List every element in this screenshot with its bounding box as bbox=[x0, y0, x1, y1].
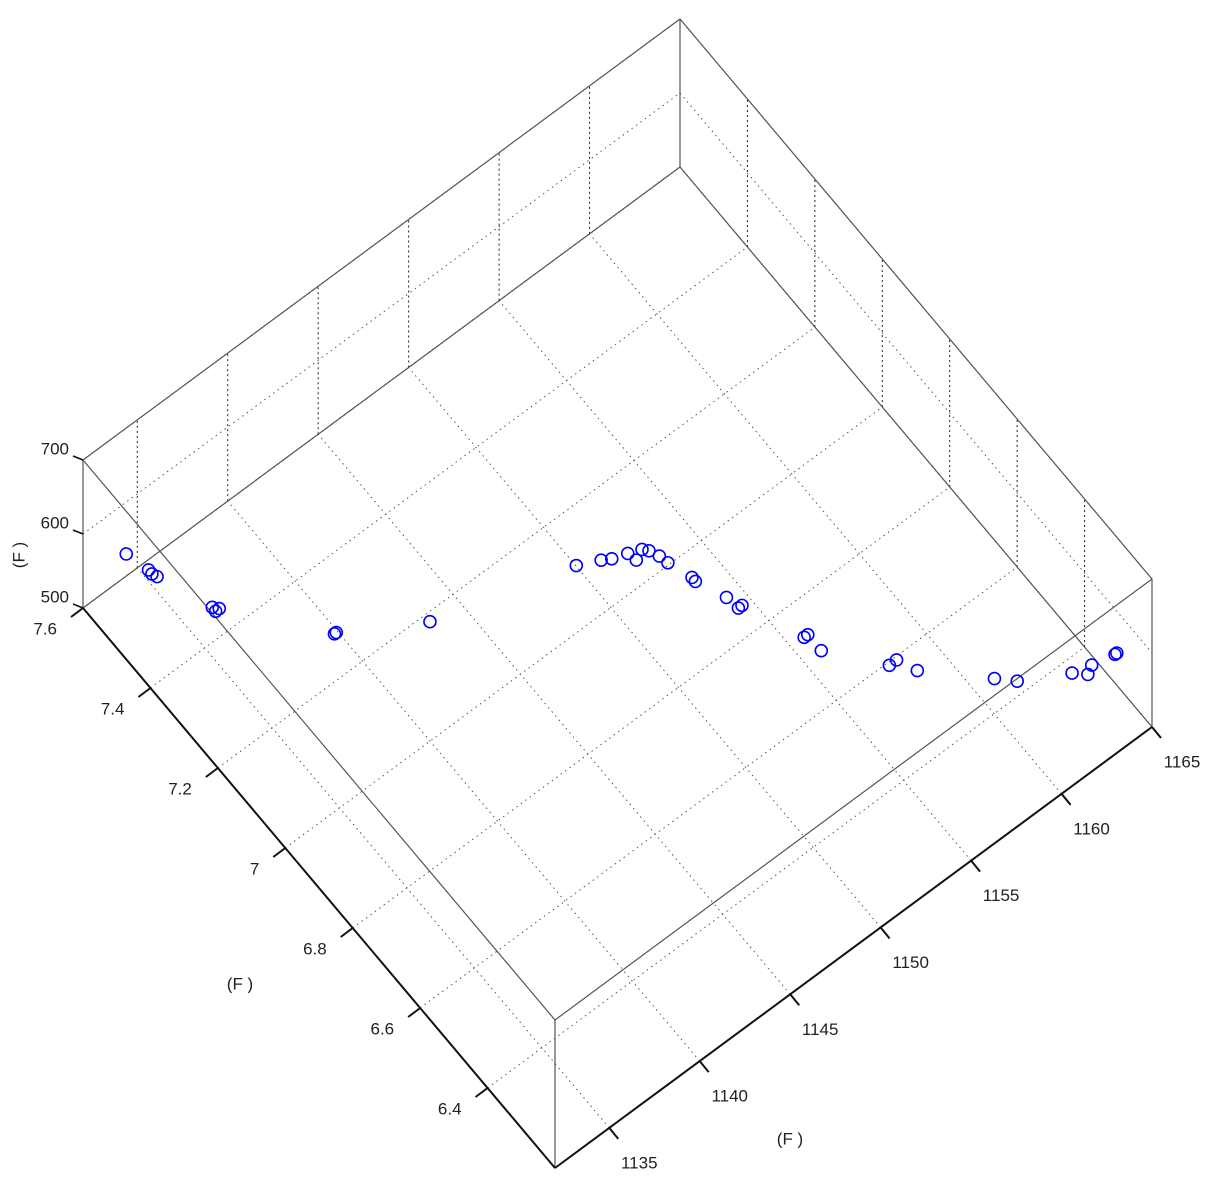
data-point bbox=[208, 604, 223, 619]
x-axis-line bbox=[554, 726, 1153, 1169]
data-point bbox=[604, 552, 619, 566]
grid-line bbox=[487, 646, 1085, 1089]
grid-line bbox=[352, 486, 951, 929]
grid-line bbox=[589, 233, 1062, 795]
data-point bbox=[652, 549, 667, 563]
y-tick-label: 6.8 bbox=[303, 939, 327, 958]
data-point bbox=[987, 671, 1002, 686]
x-tick-label: 1165 bbox=[1164, 752, 1201, 771]
grid-line bbox=[82, 92, 681, 535]
y-tick-label: 7.2 bbox=[168, 779, 192, 798]
z-tick bbox=[72, 529, 84, 535]
data-point bbox=[212, 601, 227, 616]
y-tick-label: 6.6 bbox=[371, 1019, 395, 1038]
data-point bbox=[661, 555, 675, 570]
x-tick-label: 1145 bbox=[802, 1020, 839, 1039]
z-tick bbox=[72, 603, 84, 609]
data-point bbox=[205, 600, 220, 615]
data-point bbox=[1010, 674, 1025, 688]
x-tick bbox=[970, 860, 981, 873]
data-point bbox=[423, 614, 437, 629]
z-tick bbox=[72, 455, 84, 461]
x-tick bbox=[608, 1127, 620, 1140]
data-point bbox=[635, 542, 649, 557]
data-point bbox=[797, 630, 811, 645]
box-edge bbox=[554, 578, 1153, 1021]
data-point bbox=[719, 590, 734, 605]
grid-line bbox=[150, 246, 748, 689]
box-edge bbox=[82, 459, 556, 1021]
data-point bbox=[688, 574, 703, 589]
x-tick-label: 1160 bbox=[1073, 819, 1110, 838]
y-tick bbox=[474, 1087, 489, 1098]
y-tick bbox=[407, 1007, 421, 1018]
y-tick bbox=[340, 927, 354, 938]
y-axis-label: (F ) bbox=[227, 974, 253, 993]
data-point bbox=[1108, 647, 1122, 662]
data-point bbox=[1110, 646, 1124, 660]
box-edge bbox=[679, 166, 1153, 728]
data-point bbox=[814, 643, 829, 658]
data-point bbox=[569, 558, 584, 573]
data-point bbox=[119, 547, 134, 561]
data-point bbox=[800, 627, 815, 642]
y-axis-line bbox=[82, 607, 556, 1169]
grid-line bbox=[498, 300, 972, 861]
data-point bbox=[594, 553, 608, 567]
data-point bbox=[141, 563, 156, 577]
z-axis-label: (F ) bbox=[9, 542, 28, 568]
data-point bbox=[889, 653, 904, 667]
x-tick bbox=[879, 926, 891, 940]
data-point bbox=[629, 553, 644, 567]
data-point bbox=[642, 543, 656, 558]
grid-line bbox=[136, 567, 610, 1129]
data-point bbox=[731, 601, 746, 615]
data-point bbox=[910, 663, 925, 678]
x-tick-label: 1140 bbox=[711, 1087, 748, 1106]
data-point bbox=[1081, 667, 1095, 682]
z-tick-label: 500 bbox=[41, 587, 69, 606]
z-tick-label: 600 bbox=[41, 513, 69, 532]
y-tick bbox=[70, 607, 84, 618]
y-tick-label: 6.4 bbox=[438, 1099, 462, 1118]
x-tick-label: 1135 bbox=[621, 1153, 658, 1172]
grid-line bbox=[408, 367, 882, 928]
data-point bbox=[1065, 666, 1079, 680]
y-tick-label: 7.6 bbox=[33, 619, 57, 638]
data-point bbox=[1084, 658, 1099, 672]
box-edge bbox=[82, 18, 681, 461]
y-tick-label: 7.4 bbox=[101, 699, 125, 718]
data-point bbox=[620, 546, 635, 561]
y-tick bbox=[205, 767, 219, 778]
grid-line bbox=[227, 500, 701, 1062]
data-point bbox=[735, 598, 749, 613]
y-tick bbox=[272, 847, 286, 858]
box-edge bbox=[82, 166, 681, 609]
x-axis-label: (F ) bbox=[777, 1129, 803, 1148]
grid-line bbox=[317, 433, 791, 995]
y-tick bbox=[137, 687, 152, 698]
z-tick-label: 700 bbox=[41, 439, 69, 458]
box-edge bbox=[679, 18, 1153, 580]
data-point bbox=[329, 625, 344, 640]
data-point bbox=[685, 570, 699, 585]
grid-line bbox=[419, 566, 1018, 1009]
x-tick bbox=[698, 1060, 710, 1073]
data-point bbox=[150, 569, 164, 584]
x-tick-label: 1155 bbox=[983, 886, 1020, 905]
grid-line bbox=[217, 326, 816, 769]
grid-line bbox=[284, 406, 883, 849]
x-tick bbox=[789, 993, 800, 1006]
x-tick bbox=[1060, 793, 1072, 806]
data-point bbox=[327, 627, 342, 641]
y-tick-label: 7 bbox=[250, 859, 259, 878]
x-tick bbox=[1151, 726, 1162, 739]
x-tick-label: 1150 bbox=[892, 953, 929, 972]
grid-line bbox=[679, 92, 1153, 654]
